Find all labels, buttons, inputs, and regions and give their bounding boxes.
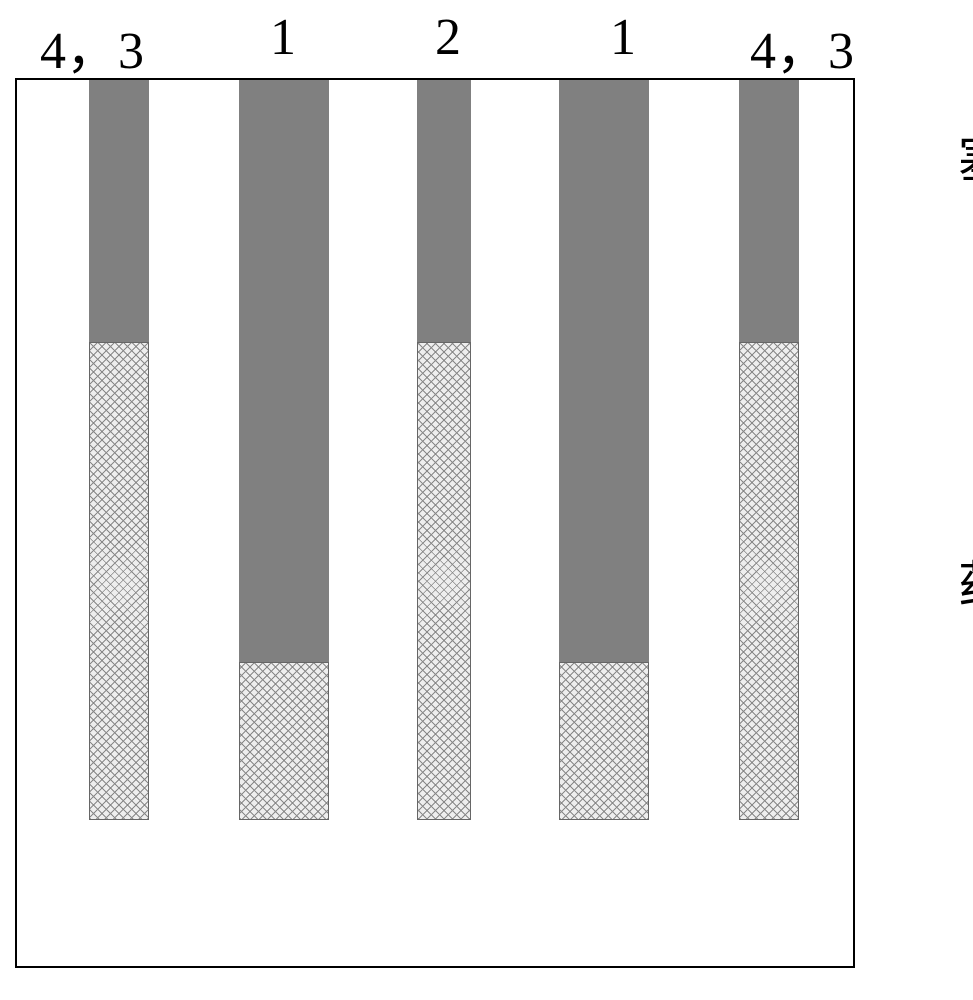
borehole-5 (739, 80, 799, 820)
top-label-3: 2 (435, 8, 461, 67)
borehole-3 (417, 80, 471, 820)
fill-section (739, 80, 799, 342)
top-label-4: 1 (610, 8, 636, 67)
top-label-2: 1 (270, 8, 296, 67)
borehole-1 (89, 80, 149, 820)
fill-section (89, 80, 149, 342)
fill-section (239, 80, 329, 662)
fill-section (417, 80, 471, 342)
legend-fill-label: 填塞 (943, 133, 973, 189)
explosive-section (739, 342, 799, 820)
explosive-section (417, 342, 471, 820)
explosive-section (89, 342, 149, 820)
diagram-container: 4，3 1 2 1 4，3 填塞 炸药 (0, 0, 973, 1000)
main-box (15, 78, 855, 968)
borehole-2 (239, 80, 329, 820)
fill-section (559, 80, 649, 662)
explosive-section (239, 662, 329, 820)
borehole-4 (559, 80, 649, 820)
top-label-5: 4，3 (750, 8, 854, 83)
top-label-1: 4，3 (40, 8, 144, 83)
top-labels-row: 4，3 1 2 1 4，3 (0, 0, 973, 70)
legend-explosive-label: 炸药 (943, 558, 973, 614)
explosive-section (559, 662, 649, 820)
